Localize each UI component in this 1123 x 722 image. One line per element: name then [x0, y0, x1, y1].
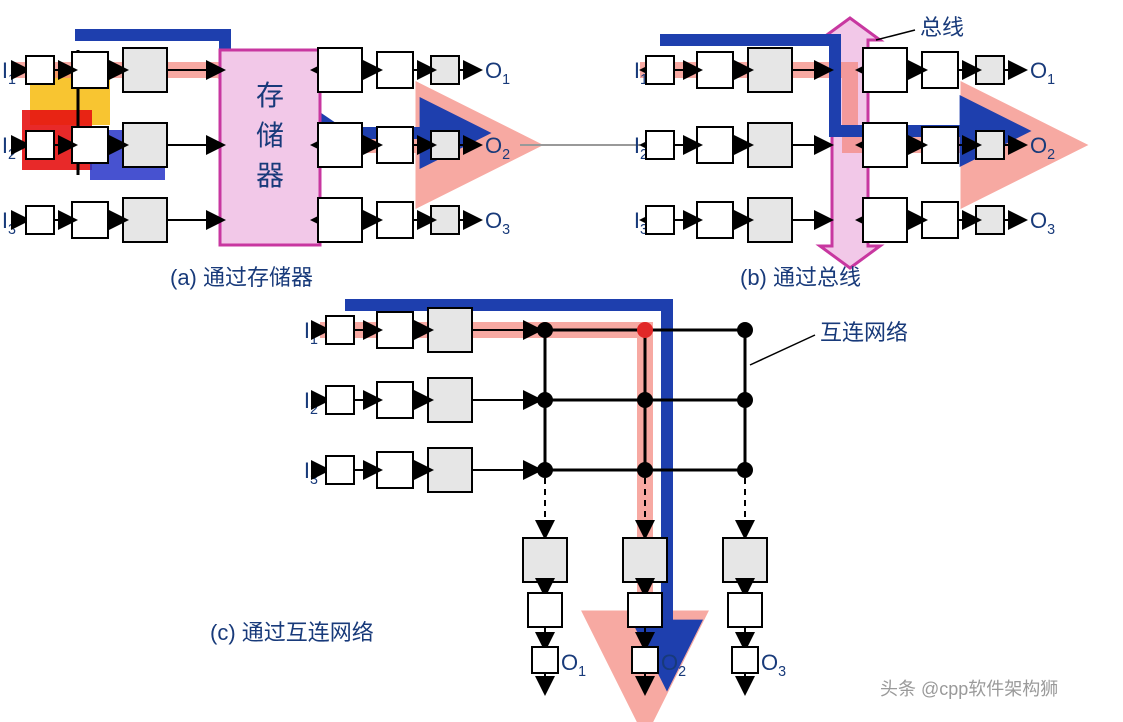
panel-c-in-2: I2 [304, 388, 318, 418]
panel-a-caption: (a) 通过存储器 [170, 265, 313, 290]
stage-box [697, 127, 733, 163]
bus-label: 总线 [920, 15, 964, 40]
grid-node [737, 392, 753, 408]
stage-box [697, 202, 733, 238]
stage-box [72, 127, 108, 163]
stage-box [377, 382, 413, 418]
stage-box [922, 202, 958, 238]
grid-node [737, 322, 753, 338]
stage-box [646, 56, 674, 84]
panel-b-caption: (b) 通过总线 [740, 265, 861, 290]
stage-box [623, 538, 667, 582]
stage-box [326, 456, 354, 484]
stage-box [377, 52, 413, 88]
panel-a-out-3: O3 [485, 208, 510, 238]
grid-node [637, 322, 653, 338]
svg-text:储: 储 [256, 120, 284, 151]
stage-box [431, 56, 459, 84]
grid-node [637, 462, 653, 478]
panel-a-in-2: I2 [2, 133, 16, 163]
stage-box [26, 56, 54, 84]
panel-b-out-1: O1 [1030, 58, 1055, 88]
panel-c-out-3: O3 [761, 650, 786, 680]
panel-a-in-3: I3 [2, 208, 16, 238]
stage-box [318, 198, 362, 242]
stage-box [26, 206, 54, 234]
stage-box [428, 308, 472, 352]
stage-box [697, 52, 733, 88]
stage-box [72, 52, 108, 88]
panel-c-out-1: O1 [561, 650, 586, 680]
panel-c-in-1: I1 [304, 318, 318, 348]
stage-box [377, 452, 413, 488]
panel-b-out-3: O3 [1030, 208, 1055, 238]
stage-box [728, 593, 762, 627]
stage-box [377, 127, 413, 163]
panel-c-in-3: I3 [304, 458, 318, 488]
grid-node [737, 462, 753, 478]
panel-c-caption: (c) 通过互连网络 [210, 620, 374, 645]
stage-box [532, 647, 558, 673]
stage-box [26, 131, 54, 159]
stage-box [318, 123, 362, 167]
stage-box [377, 202, 413, 238]
stage-box [732, 647, 758, 673]
svg-text:器: 器 [256, 160, 284, 191]
panel-a-out-1: O1 [485, 58, 510, 88]
net-label: 互连网络 [820, 320, 908, 345]
stage-box [326, 386, 354, 414]
stage-box [976, 206, 1004, 234]
stage-box [428, 448, 472, 492]
stage-box [748, 48, 792, 92]
stage-box [528, 593, 562, 627]
stage-box [863, 123, 907, 167]
panel-a-out-2: O2 [485, 133, 510, 163]
stage-box [632, 647, 658, 673]
grid-node [637, 392, 653, 408]
stage-box [646, 206, 674, 234]
stage-box [646, 131, 674, 159]
stage-box [863, 198, 907, 242]
stage-box [922, 127, 958, 163]
stage-box [428, 378, 472, 422]
grid-node [537, 462, 553, 478]
stage-box [748, 198, 792, 242]
stage-box [123, 198, 167, 242]
stage-box [748, 123, 792, 167]
stage-box [318, 48, 362, 92]
stage-box [326, 316, 354, 344]
stage-box [377, 312, 413, 348]
watermark: 头条 @cpp软件架构狮 [880, 679, 1058, 699]
stage-box [72, 202, 108, 238]
svg-text:存: 存 [256, 80, 284, 111]
stage-box [976, 131, 1004, 159]
grid-node [537, 392, 553, 408]
panel-c-out-2: O2 [661, 650, 686, 680]
stage-box [723, 538, 767, 582]
panel-a-in-1: I1 [2, 58, 16, 88]
stage-box [523, 538, 567, 582]
stage-box [123, 123, 167, 167]
stage-box [863, 48, 907, 92]
stage-box [431, 206, 459, 234]
grid-node [537, 322, 553, 338]
diagram-svg: 存储器 I1 O1 I2 O2 I3 O3 (a) 通过存储器 总线 I1 O1 I2 O2 I3 O3 (b… [0, 0, 1123, 722]
panel-b-out-2: O2 [1030, 133, 1055, 163]
stage-box [976, 56, 1004, 84]
stage-box [431, 131, 459, 159]
stage-box [922, 52, 958, 88]
stage-box [628, 593, 662, 627]
stage-box [123, 48, 167, 92]
